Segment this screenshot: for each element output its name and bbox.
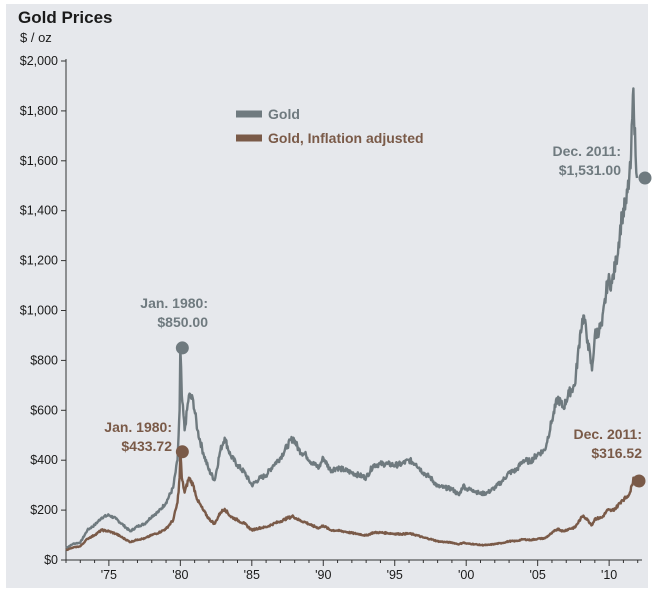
x-tick-label: '75	[101, 568, 117, 582]
y-tick-label: $800	[30, 353, 58, 367]
legend-label-gold: Gold	[268, 106, 300, 122]
annotation-date-label: Dec. 2011:	[574, 426, 643, 442]
chart-panel: Gold Prices $ / oz	[6, 4, 648, 588]
chart-title: Gold Prices	[18, 8, 113, 27]
y-tick-label: $600	[30, 403, 58, 417]
annotation-date-label: Jan. 1980:	[104, 419, 172, 435]
x-tick-label: '90	[315, 568, 331, 582]
y-tick-label: $1,000	[20, 304, 58, 318]
annotation-value-label: $850.00	[157, 314, 208, 330]
chart-subtitle: $ / oz	[20, 30, 52, 45]
y-tick-label: $1,600	[20, 154, 58, 168]
gold-series-line	[65, 87, 639, 550]
annotation-value-label: $433.72	[121, 438, 172, 454]
x-tick-label: '00	[458, 568, 474, 582]
x-tick-label: '95	[387, 568, 403, 582]
annotation-marker	[175, 445, 189, 459]
annotation-date-label: Dec. 2011:	[553, 143, 622, 159]
gold-inflation-adjusted-series-line	[65, 450, 639, 552]
y-tick-label: $200	[30, 503, 58, 517]
annotation-value-label: $316.52	[591, 445, 642, 461]
legend-label-inflation-adjusted: Gold, Inflation adjusted	[268, 130, 424, 146]
x-tick-label: '80	[172, 568, 188, 582]
y-tick-label: $1,400	[20, 204, 58, 218]
y-tick-label: $2,000	[20, 54, 58, 68]
annotations: Jan. 1980: $850.00 Jan. 1980: $433.72 Dec. 2…	[104, 143, 652, 488]
series-lines	[65, 87, 639, 552]
x-tick-label: '85	[244, 568, 260, 582]
axes: $0 $200 $400 $600 $800 $1,000 $1,200 $1,400 $1,6…	[20, 54, 642, 582]
annotation-date-label: Jan. 1980:	[140, 295, 208, 311]
annotation-marker	[175, 341, 189, 355]
annotation-value-label: $1,531.00	[559, 162, 621, 178]
annotation-marker	[638, 171, 652, 185]
x-tick-label: '10	[601, 568, 617, 582]
annotation-marker	[632, 474, 646, 488]
y-tick-label: $1,800	[20, 104, 58, 118]
legend: Gold Gold, Inflation adjusted	[236, 106, 424, 146]
x-tick-label: '05	[530, 568, 546, 582]
y-tick-label: $400	[30, 453, 58, 467]
y-tick-label: $0	[44, 553, 58, 567]
y-tick-label: $1,200	[20, 254, 58, 268]
